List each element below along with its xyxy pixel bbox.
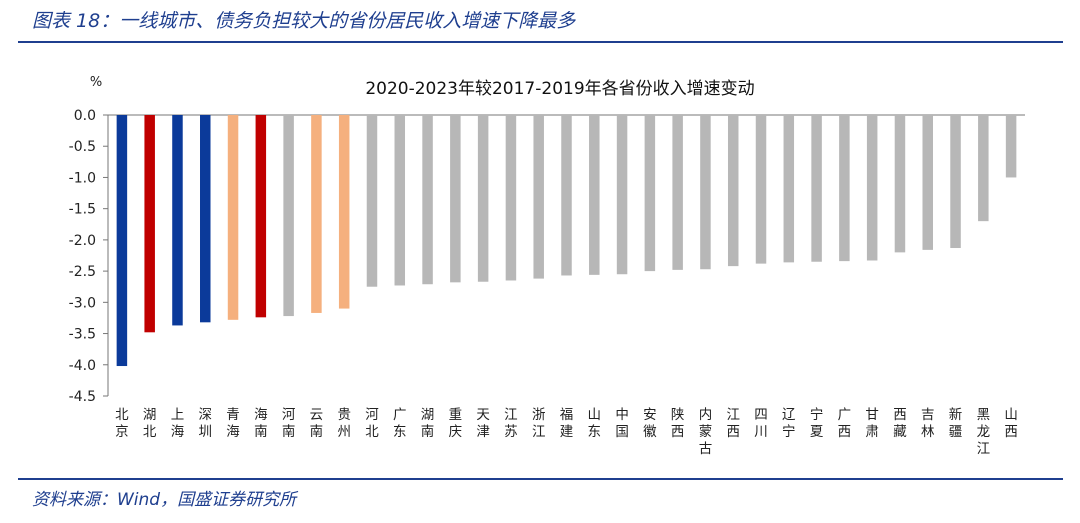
- bar-18: [616, 115, 628, 275]
- category-label: 浙江: [532, 407, 546, 440]
- category-label: 福建: [560, 407, 574, 440]
- y-tick-label: -1.5: [69, 202, 96, 218]
- category-label: 广西: [838, 407, 852, 440]
- bar-6: [283, 115, 294, 317]
- y-unit-label: %: [90, 75, 102, 90]
- y-tick-label: 0.0: [74, 108, 96, 124]
- category-label: 深圳: [199, 407, 213, 440]
- bar-4: [227, 115, 239, 320]
- y-tick-label: -4.0: [69, 358, 96, 374]
- category-label: 新疆: [949, 407, 963, 440]
- bar-22: [727, 115, 739, 267]
- category-label: 重庆: [449, 407, 463, 440]
- category-label: 甘肃: [865, 407, 879, 440]
- y-tick-label: -2.0: [69, 233, 96, 249]
- y-tick-label: -1.0: [69, 170, 96, 186]
- bar-0: [116, 115, 128, 367]
- category-label: 青海: [226, 407, 240, 440]
- category-label: 吉林: [921, 407, 935, 440]
- category-label: 内蒙古: [699, 407, 713, 457]
- category-label: 江苏: [504, 407, 518, 440]
- category-label: 江西: [726, 407, 740, 440]
- bar-19: [644, 115, 656, 272]
- bar-16: [561, 115, 572, 276]
- category-label: 云南: [310, 407, 324, 440]
- bar-28: [894, 115, 906, 253]
- bar-26: [839, 115, 850, 262]
- bar-14: [505, 115, 517, 281]
- bar-13: [477, 115, 489, 282]
- bar-7: [311, 115, 322, 313]
- category-label: 山西: [1004, 407, 1018, 440]
- bar-11: [422, 115, 433, 285]
- category-label: 河南: [282, 407, 296, 440]
- bar-21: [700, 115, 711, 270]
- bar-9: [366, 115, 378, 287]
- category-label: 湖南: [421, 407, 435, 440]
- bar-8: [338, 115, 350, 309]
- bar-1: [144, 115, 155, 333]
- bar-32: [1005, 115, 1017, 178]
- bar-15: [533, 115, 544, 279]
- category-label: 山东: [588, 407, 602, 440]
- category-labels: 北京湖北上海深圳青海海南河南云南贵州河北广东湖南重庆天津江苏浙江福建山东中国安徽…: [115, 406, 1018, 457]
- category-label: 广东: [393, 407, 407, 440]
- bar-20: [672, 115, 683, 270]
- category-label: 上海: [171, 407, 185, 440]
- category-label: 中国: [615, 407, 629, 440]
- bar-12: [450, 115, 461, 283]
- bar-23: [755, 115, 767, 264]
- y-tick-label: -0.5: [69, 139, 96, 155]
- y-tick-label: -3.0: [69, 295, 96, 311]
- y-tick-label: -4.5: [69, 389, 96, 405]
- bar-2: [172, 115, 183, 326]
- bar-29: [922, 115, 933, 250]
- category-label: 宁夏: [810, 406, 824, 440]
- bars: [116, 115, 1017, 367]
- category-label: 天津: [476, 407, 490, 440]
- bar-31: [978, 115, 989, 222]
- title-rule: [18, 41, 1063, 43]
- chart-title: 2020-2023年较2017-2019年各省份收入增速变动: [365, 79, 754, 99]
- figure-title: 图表 18：一线城市、债务负担较大的省份居民收入增速下降最多: [32, 10, 576, 32]
- category-label: 四川: [754, 407, 768, 440]
- category-label: 北京: [115, 407, 129, 440]
- source-note: 资料来源：Wind，国盛证券研究所: [32, 490, 297, 510]
- category-label: 西藏: [893, 407, 907, 440]
- bar-17: [589, 115, 600, 275]
- category-label: 陕西: [671, 407, 685, 440]
- y-axis-ticks: 0.0 -0.5 -1.0 -1.5 -2.0 -2.5 -3.0 -3.5 -4.0 -4.5: [69, 108, 108, 405]
- bar-chart: 2020-2023年较2017-2019年各省份收入增速变动 % 0.0 -0.5…: [69, 75, 1025, 457]
- category-label: 贵州: [337, 407, 351, 440]
- category-label: 海南: [254, 407, 268, 440]
- category-label: 黑龙江: [977, 407, 991, 457]
- category-label: 安徽: [643, 407, 657, 440]
- category-label: 河北: [365, 407, 379, 440]
- bar-3: [200, 115, 211, 323]
- bar-27: [866, 115, 878, 261]
- bar-10: [394, 115, 406, 286]
- bar-25: [811, 115, 822, 262]
- y-tick-label: -3.5: [69, 327, 96, 343]
- y-tick-label: -2.5: [69, 264, 96, 280]
- bar-24: [783, 115, 795, 263]
- bar-5: [255, 115, 267, 318]
- category-label: 湖北: [143, 407, 157, 440]
- bar-30: [950, 115, 961, 249]
- source-rule: [18, 478, 1063, 480]
- category-label: 辽宁: [782, 407, 796, 440]
